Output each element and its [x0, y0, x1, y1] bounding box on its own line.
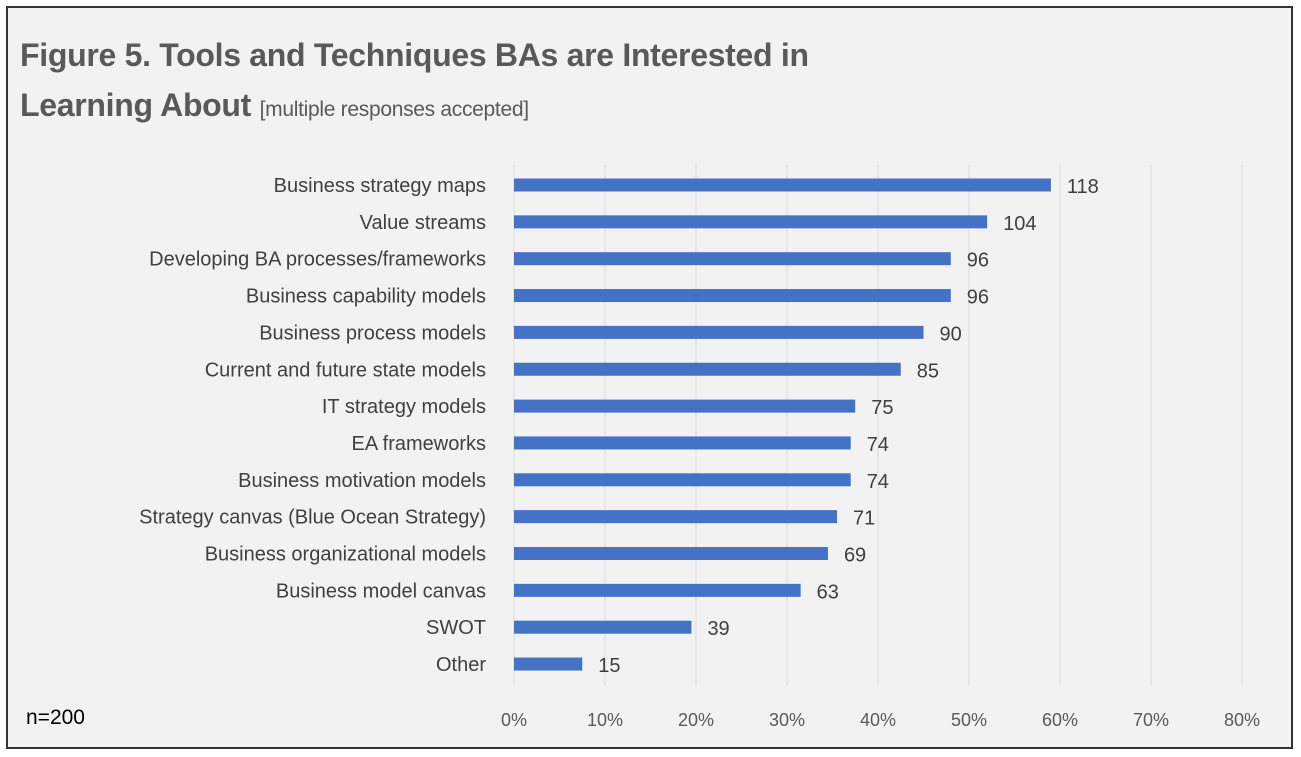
category-label: Business motivation models: [238, 470, 486, 492]
data-label: 63: [817, 581, 839, 603]
data-label: 96: [967, 250, 989, 272]
category-label: Business process models: [259, 322, 486, 344]
bar: [514, 362, 901, 376]
bar: [514, 436, 851, 450]
chart-title-line-2-text: Learning About: [20, 87, 252, 123]
category-label: SWOT: [426, 617, 486, 639]
x-tick-label: 70%: [1133, 710, 1169, 730]
data-label: 90: [940, 323, 962, 345]
x-tick-label: 30%: [769, 710, 805, 730]
category-label: Business strategy maps: [274, 175, 486, 197]
category-label: IT strategy models: [322, 396, 486, 418]
x-tick-label: 10%: [587, 710, 623, 730]
x-tick-label: 20%: [678, 710, 714, 730]
data-label: 39: [707, 618, 729, 640]
chart-title: Figure 5. Tools and Techniques BAs are I…: [20, 30, 809, 135]
x-tick-label: 40%: [860, 710, 896, 730]
bar: [514, 325, 924, 339]
category-label: EA frameworks: [352, 433, 486, 455]
data-label: 69: [844, 545, 866, 567]
data-label: 96: [967, 287, 989, 309]
bar: [514, 399, 856, 413]
bar: [514, 215, 988, 229]
data-label: 74: [867, 471, 889, 493]
x-tick-label: 60%: [1042, 710, 1078, 730]
sample-size-note: n=200: [26, 706, 85, 729]
data-label: 75: [871, 397, 893, 419]
bar: [514, 547, 828, 560]
bar: [514, 620, 692, 634]
bar: [514, 657, 583, 671]
bar: [514, 178, 1051, 192]
x-tick-label: 50%: [951, 710, 987, 730]
data-label: 85: [917, 360, 939, 382]
category-label: Developing BA processes/frameworks: [149, 249, 486, 271]
data-label: 74: [867, 434, 889, 456]
x-tick-label: 80%: [1224, 710, 1260, 730]
data-label: 118: [1067, 176, 1099, 198]
chart-title-line-1: Figure 5. Tools and Techniques BAs are I…: [20, 37, 809, 73]
x-tick-label: 0%: [501, 710, 527, 730]
category-label: Business capability models: [246, 286, 486, 308]
bar: [514, 583, 801, 597]
data-label: 71: [853, 508, 875, 530]
category-label: Value streams: [360, 212, 486, 234]
bar: [514, 289, 951, 303]
category-label: Business model canvas: [276, 580, 486, 602]
bar: [514, 510, 838, 524]
category-label: Current and future state models: [205, 359, 486, 381]
data-label: 104: [1003, 213, 1036, 235]
chart-title-line-2: Learning About [multiple responses accep…: [20, 80, 809, 135]
data-label: 15: [598, 655, 620, 677]
bar: [514, 473, 851, 487]
bar: [514, 252, 951, 266]
category-label: Other: [436, 654, 486, 676]
chart-subtitle: [multiple responses accepted]: [259, 98, 529, 121]
category-label: Business organizational models: [205, 544, 486, 566]
category-label: Strategy canvas (Blue Ocean Strategy): [139, 507, 486, 529]
